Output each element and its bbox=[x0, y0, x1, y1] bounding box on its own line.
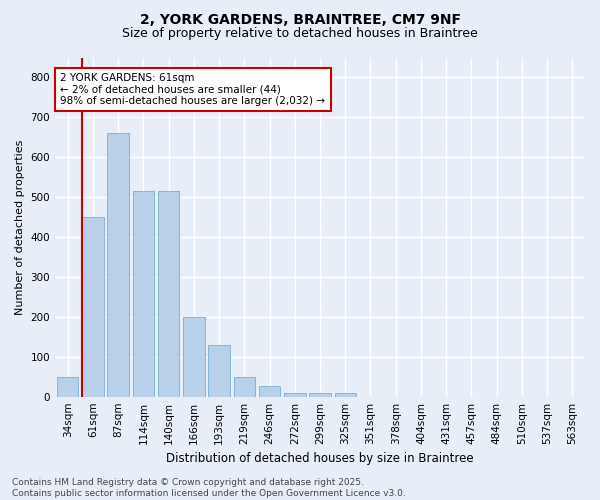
Bar bbox=[82, 217, 104, 396]
X-axis label: Distribution of detached houses by size in Braintree: Distribution of detached houses by size … bbox=[166, 452, 474, 465]
Text: 2 YORK GARDENS: 61sqm
← 2% of detached houses are smaller (44)
98% of semi-detac: 2 YORK GARDENS: 61sqm ← 2% of detached h… bbox=[61, 73, 325, 106]
Bar bbox=[158, 191, 179, 396]
Bar bbox=[284, 394, 305, 396]
Text: Size of property relative to detached houses in Braintree: Size of property relative to detached ho… bbox=[122, 28, 478, 40]
Bar bbox=[259, 386, 280, 396]
Y-axis label: Number of detached properties: Number of detached properties bbox=[15, 140, 25, 315]
Bar bbox=[57, 376, 79, 396]
Bar bbox=[133, 191, 154, 396]
Bar bbox=[335, 394, 356, 396]
Bar bbox=[208, 345, 230, 397]
Bar bbox=[183, 317, 205, 396]
Bar bbox=[107, 134, 129, 396]
Text: Contains HM Land Registry data © Crown copyright and database right 2025.
Contai: Contains HM Land Registry data © Crown c… bbox=[12, 478, 406, 498]
Text: 2, YORK GARDENS, BRAINTREE, CM7 9NF: 2, YORK GARDENS, BRAINTREE, CM7 9NF bbox=[139, 12, 461, 26]
Bar bbox=[309, 394, 331, 396]
Bar bbox=[233, 376, 255, 396]
